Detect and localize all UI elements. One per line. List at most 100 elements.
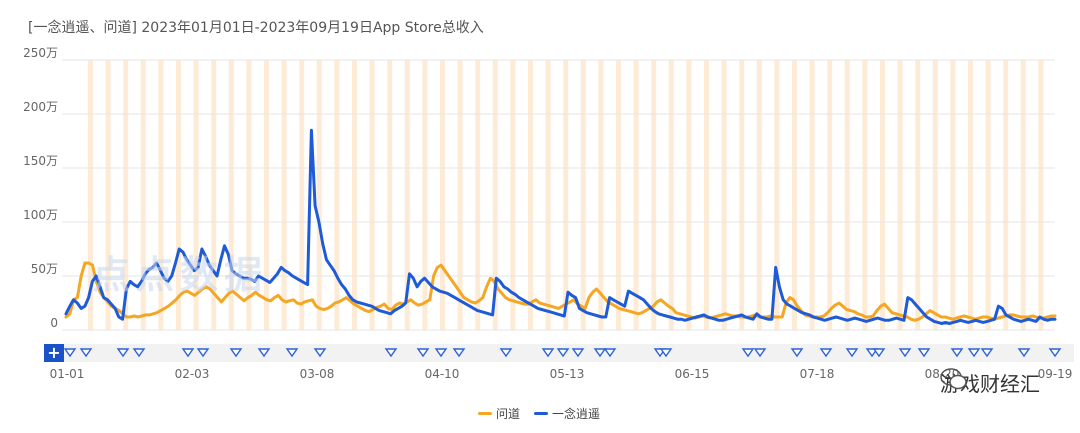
weekend-stripe [140,60,146,330]
weekend-stripe [422,60,428,330]
weekend-stripe [404,60,410,330]
event-marker-icon[interactable] [63,348,77,358]
weekend-stripe [950,60,956,330]
event-marker-icon[interactable] [872,348,886,358]
event-marker-icon[interactable] [790,348,804,358]
weekend-stripe [862,60,868,330]
event-marker-icon[interactable] [313,348,327,358]
event-marker-icon[interactable] [753,348,767,358]
event-marker-icon[interactable] [593,348,607,358]
weekend-stripe [880,60,885,330]
weekend-stripe [985,60,991,330]
weekend-stripe [334,60,340,330]
event-marker-icon[interactable] [741,348,755,358]
event-marker-icon[interactable] [659,348,673,358]
weekend-stripe [352,60,357,330]
series-layer [64,128,1057,325]
weekend-stripe [792,60,797,330]
weekend-stripe [897,60,903,330]
event-marker-icon[interactable] [950,348,964,358]
x-tick-label: 05-13 [550,367,585,381]
event-marker-icon[interactable] [416,348,430,358]
weekend-stripe [105,60,111,330]
event-marker-icon[interactable] [898,348,912,358]
weekend-stripe [563,60,569,330]
weekend-stripe [756,60,762,330]
weekend-stripe [686,60,692,330]
weekend-stripe [387,60,393,330]
event-marker-icon[interactable] [285,348,299,358]
event-marker-icon[interactable] [819,348,833,358]
weekend-stripe [123,60,129,330]
weekend-stripe [932,60,938,330]
weekend-stripe [809,60,815,330]
weekend-stripe [915,60,921,330]
event-marker-icon[interactable] [79,348,93,358]
weekend-stripe [827,60,833,330]
event-marker-icon[interactable] [845,348,859,358]
event-marker-icon[interactable] [980,348,994,358]
weekend-stripe [1003,60,1009,330]
x-tick-label: 01-01 [50,367,85,381]
legend-swatch-yinian [534,412,549,415]
event-marker-icon[interactable] [1017,348,1031,358]
event-marker-icon[interactable] [556,348,570,358]
weekend-stripe [264,60,269,330]
weekend-stripe [668,60,674,330]
weekend-stripe [440,60,445,330]
weekend-stripe [158,60,164,330]
y-tick-label: 250万 [23,46,58,60]
event-marker-icon[interactable] [196,348,210,358]
weekend-stripe [1020,60,1026,330]
event-marker-icon[interactable] [541,348,555,358]
legend-label-wendao: 问道 [496,407,521,421]
event-marker-icon[interactable] [571,348,585,358]
weekend-stripe [721,60,727,330]
weekend-stripe [88,60,93,330]
weekend-stripe [299,60,305,330]
event-marker-icon[interactable] [967,348,981,358]
x-tick-label: 07-18 [800,367,835,381]
gridlines [62,59,1055,331]
social-watermark: 游戏财经汇 [940,368,1040,397]
weekend-stripe [704,60,709,330]
weekend-stripe [475,60,481,330]
event-marker-icon[interactable] [181,348,195,358]
y-tick-label: 100万 [23,208,58,222]
weekend-stripe [211,60,217,330]
weekend-stripe [545,60,551,330]
weekend-stripe [510,60,516,330]
event-marker-icon[interactable] [257,348,271,358]
event-marker-icon[interactable] [229,348,243,358]
add-event-button[interactable]: + [44,344,64,362]
legend-item-yinian[interactable]: 一念逍遥 [534,405,600,422]
x-tick-label: 02-03 [175,367,210,381]
event-marker-icon[interactable] [917,348,931,358]
event-marker-icon[interactable] [132,348,146,358]
x-axis-ticks: 01-01 02-03 03-08 04-10 05-13 06-15 07-18 08-20… [50,367,1073,381]
legend-item-wendao[interactable]: 问道 [478,405,520,422]
event-marker-icon[interactable] [116,348,130,358]
x-tick-label: 06-15 [675,367,710,381]
weekend-stripe [228,60,234,330]
weekend-stripe [246,60,252,330]
weekend-stripe [598,60,604,330]
weekend-stripe [528,60,533,330]
event-marker-icon[interactable] [452,348,466,358]
x-tick-label: 04-10 [425,367,460,381]
weekend-stripe [580,60,586,330]
weekend-stripe [739,60,745,330]
event-marker-icon[interactable] [384,348,398,358]
legend: 问道 一念逍遥 [478,405,600,422]
event-timeline [44,344,1074,362]
weekend-stripe [316,60,322,330]
y-tick-label: 150万 [23,154,58,168]
event-marker-icon[interactable] [434,348,448,358]
event-marker-icon[interactable] [1048,348,1062,358]
event-marker-icon[interactable] [603,348,617,358]
event-marker-icon[interactable] [499,348,513,358]
wechat-icon [940,368,967,390]
chart-title: [一念逍遥、问道] 2023年01月01日-2023年09月19日App Sto… [28,20,484,36]
weekend-stripe [651,60,657,330]
